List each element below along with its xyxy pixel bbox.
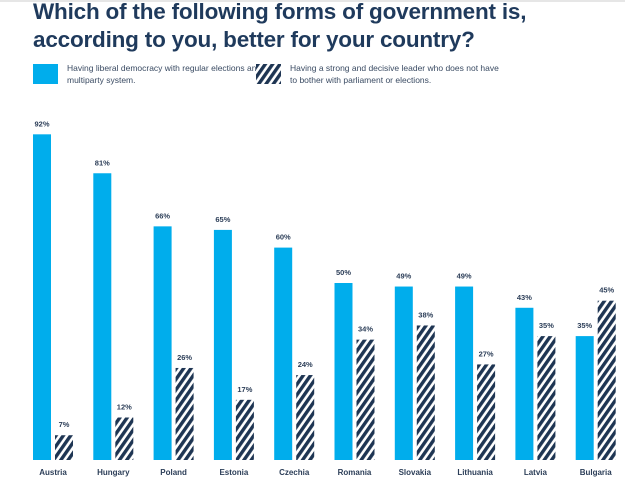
bar-democracy-austria — [33, 134, 51, 460]
value-label-democracy-austria: 92% — [34, 119, 49, 128]
bar-strong-leader-latvia — [537, 336, 556, 460]
bar-democracy-slovakia — [394, 286, 413, 460]
value-label-strong-leader-poland: 26% — [177, 353, 192, 362]
category-label-hungary: Hungary — [97, 468, 130, 477]
category-label-slovakia: Slovakia — [399, 468, 432, 477]
bar-strong-leader-austria — [55, 435, 73, 460]
value-label-strong-leader-slovakia: 38% — [418, 310, 433, 319]
bar-strong-leader-slovakia — [416, 325, 435, 460]
value-label-democracy-lithuania: 49% — [457, 272, 472, 281]
bar-strong-leader-estonia — [235, 399, 254, 460]
value-label-strong-leader-austria: 7% — [59, 420, 70, 429]
bar-democracy-czechia — [274, 247, 293, 460]
bar-democracy-hungary — [93, 173, 112, 460]
category-label-estonia: Estonia — [219, 468, 248, 477]
bar-strong-leader-czechia — [296, 375, 315, 460]
bar-strong-leader-poland — [175, 367, 194, 460]
category-label-romania: Romania — [338, 468, 372, 477]
category-label-czechia: Czechia — [279, 468, 310, 477]
value-label-strong-leader-lithuania: 27% — [479, 349, 494, 358]
category-label-bulgaria: Bulgaria — [580, 468, 613, 477]
category-label-poland: Poland — [160, 468, 187, 477]
bar-strong-leader-romania — [356, 339, 375, 460]
value-label-democracy-hungary: 81% — [95, 158, 110, 167]
category-label-latvia: Latvia — [524, 468, 548, 477]
legend-item-strong-leader: Having a strong and decisive leader who … — [256, 62, 500, 86]
value-label-strong-leader-latvia: 35% — [539, 321, 554, 330]
value-label-strong-leader-romania: 34% — [358, 325, 373, 334]
legend-swatch-solid — [33, 64, 58, 84]
category-label-lithuania: Lithuania — [457, 468, 493, 477]
value-label-democracy-poland: 66% — [155, 211, 170, 220]
value-label-strong-leader-estonia: 17% — [237, 385, 252, 394]
legend-item-democracy: Having liberal democracy with regular el… — [33, 62, 267, 86]
value-label-democracy-latvia: 43% — [517, 293, 532, 302]
value-label-strong-leader-czechia: 24% — [298, 360, 313, 369]
top-border — [0, 0, 625, 2]
bar-strong-leader-lithuania — [477, 364, 496, 460]
bar-democracy-romania — [334, 283, 353, 460]
bar-strong-leader-hungary — [115, 417, 134, 460]
bar-strong-leader-bulgaria — [597, 300, 616, 460]
value-label-strong-leader-hungary: 12% — [117, 403, 132, 412]
legend-label-democracy: Having liberal democracy with regular el… — [67, 63, 262, 85]
chart-title: Which of the following forms of governme… — [33, 0, 527, 52]
category-label-austria: Austria — [39, 468, 67, 477]
bar-democracy-bulgaria — [575, 336, 594, 460]
bar-democracy-lithuania — [455, 286, 474, 460]
value-label-democracy-slovakia: 49% — [396, 272, 411, 281]
value-label-democracy-czechia: 60% — [276, 233, 291, 242]
value-label-democracy-bulgaria: 35% — [577, 321, 592, 330]
legend-label-strong-leader: Having a strong and decisive leader who … — [290, 63, 499, 85]
bar-democracy-latvia — [515, 307, 534, 460]
bar-democracy-estonia — [213, 229, 232, 460]
bar-democracy-poland — [153, 226, 172, 460]
value-label-democracy-estonia: 65% — [215, 215, 230, 224]
legend-swatch-hatched — [256, 64, 281, 84]
value-label-democracy-romania: 50% — [336, 268, 351, 277]
value-label-strong-leader-bulgaria: 45% — [599, 286, 614, 295]
